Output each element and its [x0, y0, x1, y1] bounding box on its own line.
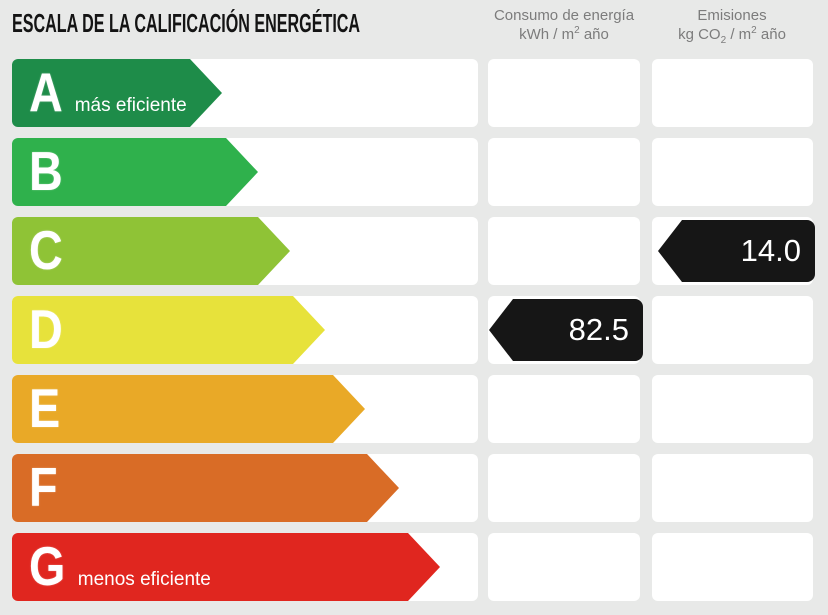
rating-arrow-e: E [12, 375, 365, 443]
most-efficient-label: más eficiente [74, 95, 187, 116]
emisiones-column-header: Emisiones kg CO2 / m2 año [646, 6, 818, 46]
emisiones-value-tag: 14.0 [658, 220, 815, 282]
rating-letter-d: D [29, 298, 63, 360]
least-efficient-label: menos eficiente [77, 569, 211, 590]
rating-letter-c: C [29, 219, 63, 281]
rating-track-c: C [12, 217, 478, 285]
emisiones-cell-d [652, 296, 813, 364]
consumo-cell-e [488, 375, 640, 443]
rating-track-f: F [12, 454, 478, 522]
consumo-cell-b [488, 138, 640, 206]
rating-arrow-d: D [12, 296, 325, 364]
rating-track-g: G menos eficiente [12, 533, 478, 601]
rating-row-e: E [0, 375, 828, 443]
emisiones-cell-e [652, 375, 813, 443]
emisiones-cell-a [652, 59, 813, 127]
consumo-cell-a [488, 59, 640, 127]
consumo-value-tag: 82.5 [489, 299, 643, 361]
emisiones-header-units: kg CO2 / m2 año [678, 25, 786, 46]
rating-letter-e: E [29, 377, 61, 439]
rating-letter-g: G [29, 535, 66, 597]
rating-scale: A más eficiente B C 14.0 D [0, 59, 828, 601]
consumo-cell-f [488, 454, 640, 522]
consumo-column-header: Consumo de energía kWh / m2 año [478, 6, 650, 44]
rating-arrow-c: C [12, 217, 290, 285]
consumo-header-units: kWh / m2 año [519, 25, 609, 44]
rating-arrow-f: F [12, 454, 399, 522]
rating-row-f: F [0, 454, 828, 522]
consumo-cell-g [488, 533, 640, 601]
rating-row-g: G menos eficiente [0, 533, 828, 601]
rating-row-d: D 82.5 [0, 296, 828, 364]
rating-letter-a: A [29, 61, 63, 123]
rating-track-e: E [12, 375, 478, 443]
rating-row-a: A más eficiente [0, 59, 828, 127]
consumo-value: 82.5 [568, 312, 629, 347]
rating-row-c: C 14.0 [0, 217, 828, 285]
emisiones-header-line1: Emisiones [697, 7, 767, 24]
rating-arrow-b: B [12, 138, 258, 206]
rating-arrow-g: G menos eficiente [12, 533, 440, 601]
emisiones-cell-f [652, 454, 813, 522]
rating-arrow-a: A más eficiente [12, 59, 222, 127]
emisiones-cell-b [652, 138, 813, 206]
rating-row-b: B [0, 138, 828, 206]
consumo-header-line1: Consumo de energía [493, 7, 635, 24]
rating-track-a: A más eficiente [12, 59, 478, 127]
emisiones-cell-g [652, 533, 813, 601]
rating-track-d: D [12, 296, 478, 364]
emisiones-value: 14.0 [740, 233, 801, 268]
rating-letter-b: B [29, 140, 63, 202]
consumo-cell-c [488, 217, 640, 285]
page-title: ESCALA DE LA CALIFICACIÓN ENERGÉTICA [12, 8, 361, 38]
rating-track-b: B [12, 138, 478, 206]
rating-letter-f: F [29, 456, 58, 518]
